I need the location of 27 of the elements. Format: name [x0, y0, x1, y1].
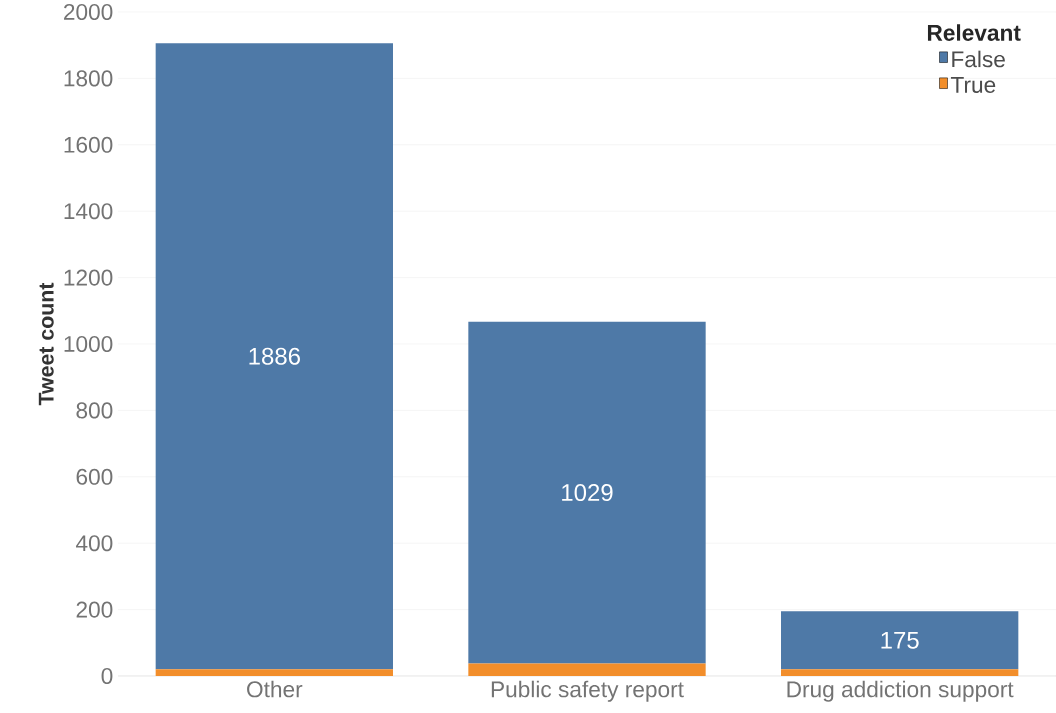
y-tick-label: 200: [76, 601, 113, 618]
y-tick-label: 400: [75, 535, 113, 552]
data-label: 175: [881, 631, 919, 649]
y-axis-title: Tweet count: [38, 282, 54, 406]
y-tick-label: 1000: [64, 335, 113, 352]
legend-label: False: [952, 50, 1005, 68]
y-tick-label: 1200: [64, 269, 113, 286]
y-tick-label: 800: [76, 402, 113, 419]
y-tick-label: 1800: [64, 70, 113, 87]
x-tick-label: Drug addiction support: [787, 680, 1014, 702]
x-tick-label: Public safety report: [491, 680, 684, 702]
bar: [781, 611, 1019, 670]
legend-label: True: [950, 76, 996, 93]
y-tick-label: 2000: [64, 3, 113, 20]
x-tick-label: Other: [247, 680, 303, 698]
legend-title: Relevant: [927, 24, 1021, 41]
data-label: 1886: [249, 347, 300, 365]
bar: [468, 663, 706, 676]
y-tick-label: 600: [76, 468, 113, 485]
y-tick-label: 1400: [64, 203, 113, 220]
bar: [155, 669, 393, 676]
y-tick-label: 0: [101, 667, 113, 684]
bar: [468, 321, 706, 664]
data-label: 1029: [562, 483, 613, 501]
bar: [781, 669, 1019, 676]
bar: [155, 43, 393, 670]
y-tick-label: 1600: [64, 136, 113, 153]
